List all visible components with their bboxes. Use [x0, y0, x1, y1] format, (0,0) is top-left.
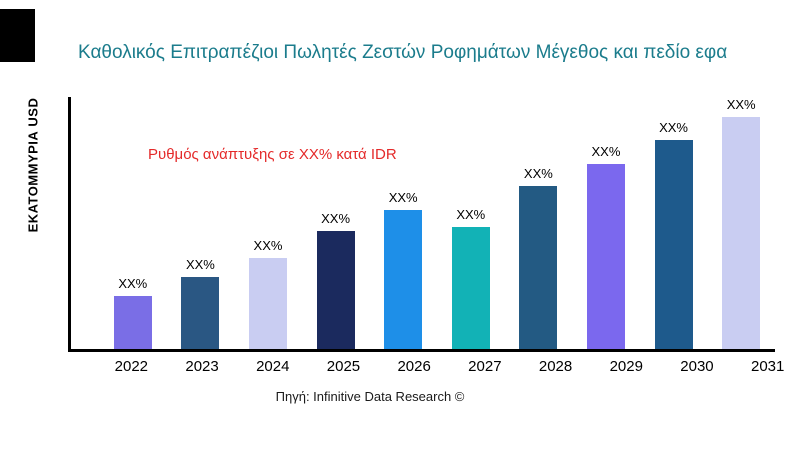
bar-value-label: XX%: [456, 206, 486, 222]
x-axis-tick-label: 2027: [468, 358, 502, 375]
x-axis-tick-label: 2024: [256, 358, 290, 375]
x-axis-tick-label: 2028: [538, 358, 573, 375]
bar: [316, 231, 355, 349]
bars: XX% XX% XX% XX% XX% XX% XX% XX% XX% XX%: [71, 97, 775, 349]
bar: [722, 117, 761, 349]
bar: [181, 277, 220, 349]
x-axis-tick-label: 2025: [326, 358, 361, 375]
x-axis-tick-label: 2023: [185, 358, 219, 375]
corner-mark: [0, 9, 35, 62]
x-axis-tick-label: 2029: [609, 358, 643, 375]
bar-group: XX%: [572, 97, 640, 349]
bar-value-label: XX%: [118, 276, 148, 292]
bar-value-label: XX%: [388, 189, 418, 205]
bar-value-label: XX%: [185, 257, 215, 272]
source-attribution: Πηγή: Infinitive Data Research ©: [275, 389, 465, 404]
x-axis-tick-label: 2026: [397, 358, 431, 375]
x-axis-tick-label: 2030: [680, 358, 714, 375]
bar-group: XX%: [99, 97, 167, 349]
bar: [113, 296, 152, 349]
bar: [654, 140, 693, 349]
bar-value-label: XX%: [726, 97, 756, 112]
bar-value-label: XX%: [523, 165, 553, 181]
bar-group: XX%: [640, 97, 708, 349]
x-axis-labels: 2022 2023 2024 2025 2026 2027 2028 2029 2030 2031: [68, 358, 800, 375]
x-axis-tick-label: 2022: [114, 358, 149, 375]
growth-rate-annotation: Ρυθμός ανάπτυξης σε XX% κατά IDR: [148, 146, 397, 163]
bar: [451, 226, 490, 349]
bar-group: XX%: [302, 97, 370, 349]
x-axis-tick-label: 2031: [750, 358, 785, 375]
bar-group: XX%: [707, 97, 775, 349]
bar-group: XX%: [167, 97, 235, 349]
chart-title: Καθολικός Επιτραπέζιοι Πωλητές Ζεστών Ρο…: [78, 42, 728, 63]
bar-group: XX%: [505, 97, 573, 349]
bar-group: XX%: [437, 97, 505, 349]
bar: [384, 209, 423, 349]
bar-value-label: XX%: [253, 237, 283, 253]
bar: [248, 257, 287, 349]
bar-group: XX%: [369, 97, 437, 349]
plot-area: XX% XX% XX% XX% XX% XX% XX% XX% XX% XX%: [68, 97, 775, 352]
bar-value-label: XX%: [591, 144, 621, 160]
y-axis-title: ΕΚΑΤΟΜΜΥΡΙΑ USD: [25, 97, 41, 233]
bar-value-label: XX%: [659, 120, 688, 136]
bar: [586, 164, 625, 349]
bar-group: XX%: [234, 97, 302, 349]
bar: [519, 185, 558, 349]
bar-value-label: XX%: [321, 211, 351, 227]
